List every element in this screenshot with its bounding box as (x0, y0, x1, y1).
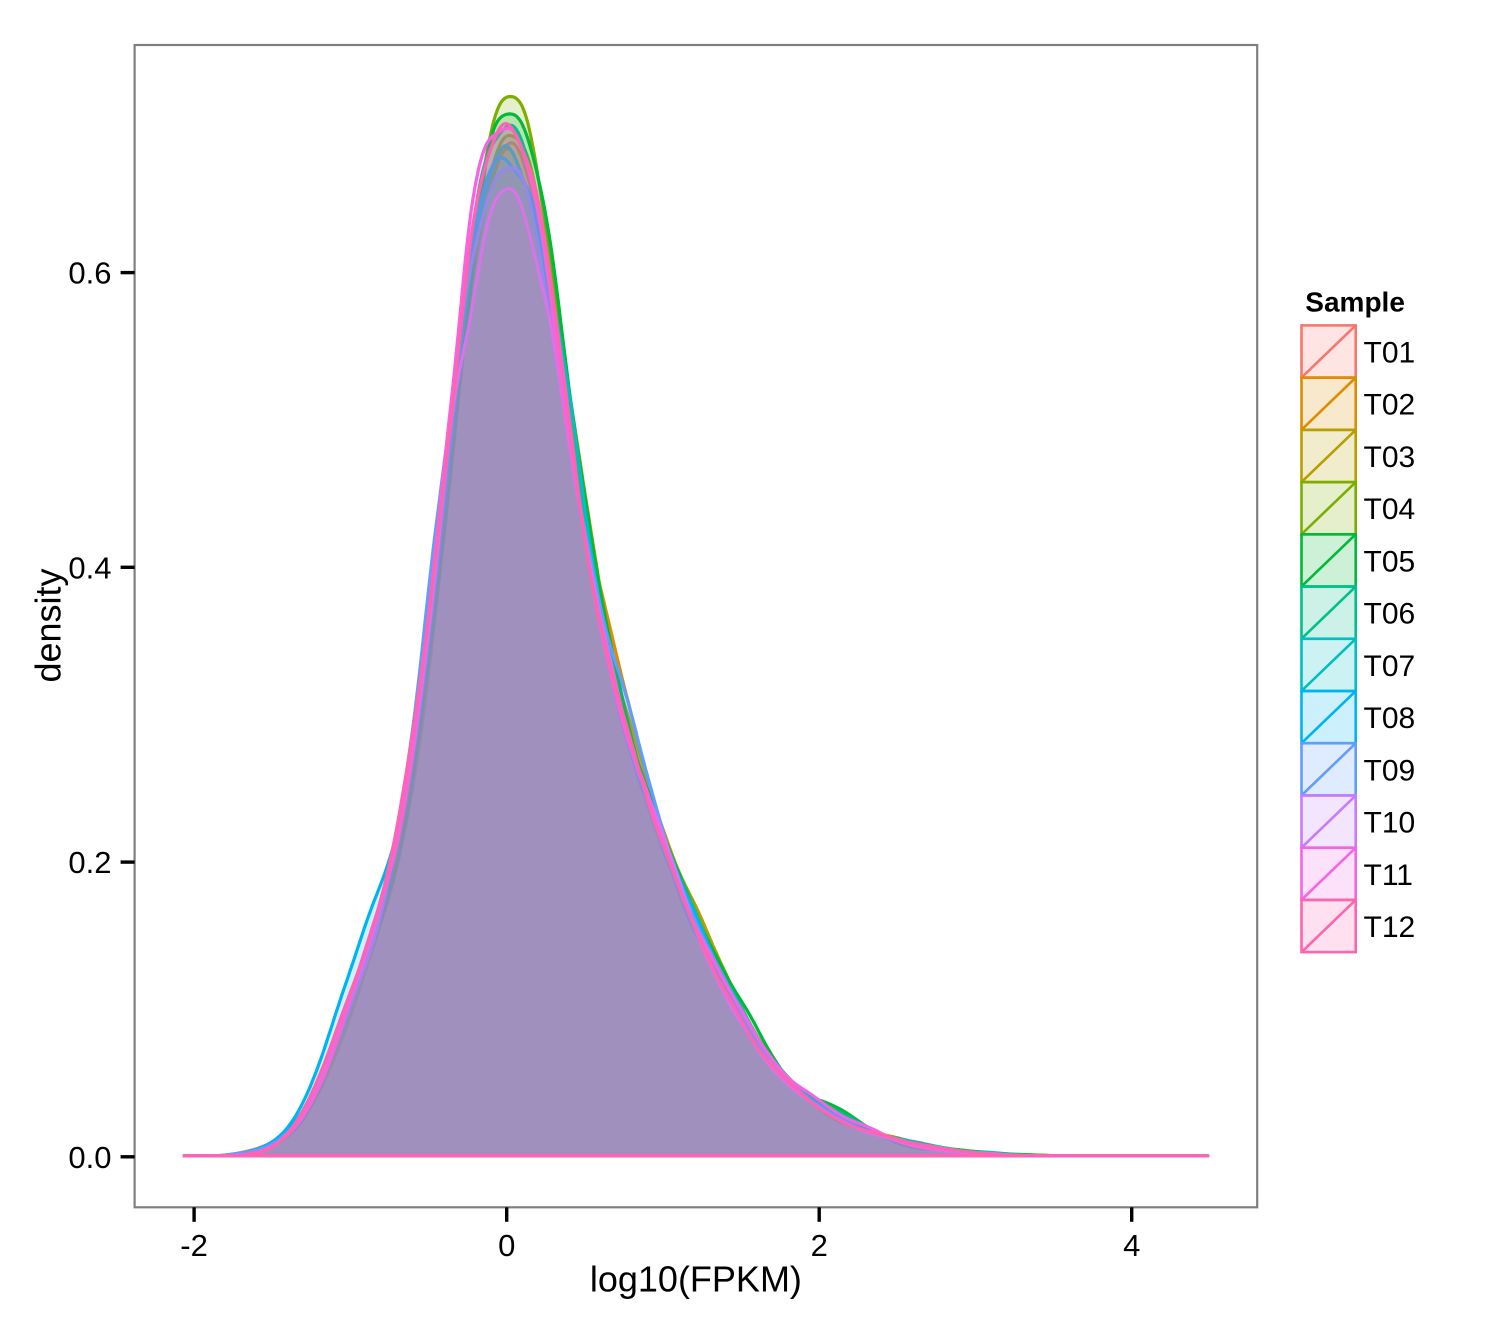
svg-text:4: 4 (1123, 1228, 1140, 1263)
svg-text:0.6: 0.6 (68, 256, 111, 291)
svg-text:0: 0 (498, 1228, 515, 1263)
svg-text:T04: T04 (1364, 493, 1416, 526)
svg-text:-2: -2 (180, 1228, 208, 1263)
svg-text:T10: T10 (1364, 807, 1416, 840)
svg-text:T09: T09 (1364, 754, 1416, 787)
svg-text:2: 2 (811, 1228, 828, 1263)
svg-text:T12: T12 (1364, 911, 1416, 944)
svg-text:0.0: 0.0 (68, 1140, 111, 1175)
svg-text:T03: T03 (1364, 441, 1416, 474)
svg-text:T01: T01 (1364, 337, 1416, 370)
svg-text:density: density (27, 568, 68, 682)
svg-text:T07: T07 (1364, 650, 1416, 683)
svg-text:0.2: 0.2 (68, 845, 111, 880)
svg-text:T05: T05 (1364, 545, 1416, 578)
svg-text:Sample: Sample (1305, 287, 1405, 318)
svg-text:0.4: 0.4 (68, 550, 111, 585)
svg-text:T06: T06 (1364, 598, 1416, 631)
svg-text:T08: T08 (1364, 702, 1416, 735)
svg-text:T02: T02 (1364, 389, 1416, 422)
svg-text:log10(FPKM): log10(FPKM) (590, 1259, 802, 1300)
svg-text:T11: T11 (1364, 859, 1413, 892)
